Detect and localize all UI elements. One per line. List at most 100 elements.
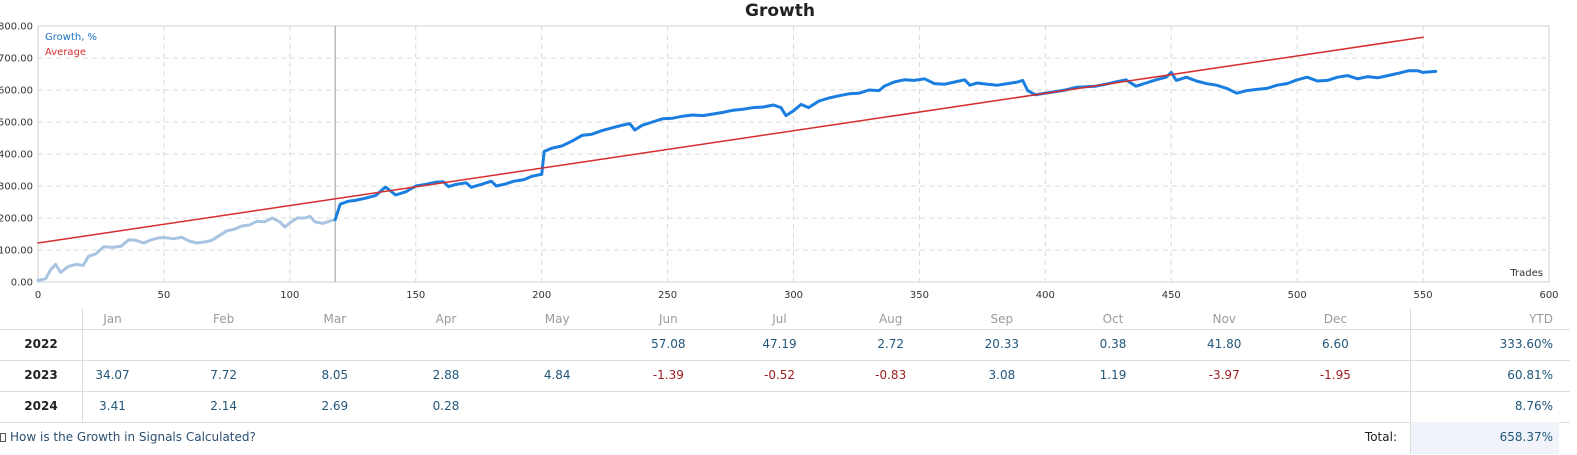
- month-value: [396, 329, 496, 359]
- month-value: 6.60: [1322, 337, 1349, 351]
- table-row: 2023 34.07 7.72 8.05 2.88 4.84 -1.39 -0.52 -0.83…: [0, 360, 1570, 390]
- chart-legend: Growth, % Average: [45, 32, 97, 58]
- month-header: Aug: [878, 312, 903, 326]
- month-header: Feb: [213, 312, 235, 326]
- month-value: [285, 329, 385, 359]
- month-value: 7.72: [210, 368, 238, 382]
- growth-calculation-link[interactable]: How is the Growth in Signals Calculated?: [0, 429, 256, 445]
- month-value: 3.41: [99, 399, 126, 413]
- ytd-header: YTD: [1529, 312, 1553, 326]
- table-divider: [1410, 308, 1411, 454]
- month-value: [507, 329, 607, 359]
- table-row: 2024 3.41 2.14 2.69 0.28 8.76%: [0, 391, 1570, 421]
- total-value: 658.37%: [1411, 422, 1559, 454]
- x-tick-label: 500: [1288, 290, 1307, 301]
- month-value: 57.08: [651, 337, 686, 351]
- month-value: 2.88: [432, 368, 460, 382]
- y-tick-label: 400.00: [0, 150, 33, 161]
- chart-grid: [37, 25, 1550, 283]
- month-value: [618, 391, 718, 421]
- month-value: 2.14: [210, 399, 238, 413]
- table-divider: [0, 360, 1570, 361]
- x-tick-label: 350: [910, 290, 929, 301]
- month-header: Jun: [658, 312, 678, 326]
- year-label: 2024: [24, 399, 58, 413]
- y-tick-label: 200.00: [0, 214, 33, 225]
- month-value: [63, 329, 163, 359]
- month-value: [841, 391, 941, 421]
- month-value: [730, 391, 830, 421]
- growth-chart: Growth 0.00 100.00 200.00 300.00 400.00 500.0…: [0, 1, 1559, 302]
- month-value: 47.19: [762, 337, 797, 351]
- year-label: 2023: [24, 368, 58, 382]
- document-icon: [0, 433, 6, 442]
- month-value: [1174, 391, 1274, 421]
- y-tick-label: 600.00: [0, 86, 33, 97]
- growth-series-after: [333, 69, 1438, 222]
- y-tick-label: 100.00: [0, 246, 33, 257]
- month-value: [952, 391, 1052, 421]
- month-value: 0.38: [1099, 337, 1127, 351]
- y-tick-label: 300.00: [0, 182, 33, 193]
- month-header: Jan: [103, 312, 122, 326]
- ytd-value: 8.76%: [1514, 399, 1553, 413]
- growth-series-before: [36, 214, 337, 282]
- month-header: May: [544, 312, 570, 326]
- x-tick-label: 600: [1539, 290, 1558, 301]
- x-tick-label: 200: [532, 290, 551, 301]
- month-header: Oct: [1102, 312, 1124, 326]
- month-value: [174, 329, 274, 359]
- month-value: 34.07: [95, 368, 130, 382]
- month-header: Sep: [990, 312, 1014, 326]
- month-value: 41.80: [1207, 337, 1242, 351]
- chart-title: Growth: [745, 1, 815, 21]
- month-value: -3.97: [1208, 368, 1240, 382]
- x-axis-name: Trades: [1509, 268, 1543, 279]
- ytd-value: 60.81%: [1507, 368, 1553, 382]
- table-header-row: Jan Feb Mar Apr May Jun Jul Aug Sep Oct Nov Dec YTD: [0, 308, 1570, 330]
- month-header: Mar: [323, 312, 347, 326]
- x-tick-label: 550: [1414, 290, 1433, 301]
- table-divider: [82, 308, 83, 422]
- growth-calculation-link-text[interactable]: How is the Growth in Signals Calculated?: [10, 430, 256, 444]
- month-value: -1.39: [652, 368, 684, 382]
- x-tick-label: 400: [1036, 290, 1055, 301]
- total-label: Total:: [1364, 430, 1397, 444]
- average-series: [37, 36, 1424, 244]
- ytd-value: 333.60%: [1499, 337, 1553, 351]
- month-value: 8.05: [321, 368, 349, 382]
- y-tick-label: 800.00: [0, 22, 33, 33]
- month-value: -0.83: [875, 368, 907, 382]
- chart-axes: 0.00 100.00 200.00 300.00 400.00 500.00 600.00…: [0, 22, 1559, 302]
- month-value: 3.08: [988, 368, 1016, 382]
- y-tick-label: 0.00: [11, 278, 33, 289]
- x-tick-label: 150: [406, 290, 425, 301]
- month-value: -1.95: [1319, 368, 1351, 382]
- month-value: 4.84: [543, 368, 571, 382]
- month-header: Jul: [772, 312, 787, 326]
- month-value: [1285, 391, 1385, 421]
- x-tick-label: 50: [158, 290, 171, 301]
- x-tick-label: 250: [658, 290, 677, 301]
- legend-growth: Growth, %: [45, 32, 97, 43]
- legend-average: Average: [45, 47, 86, 58]
- x-tick-label: 0: [35, 290, 41, 301]
- month-value: 2.69: [321, 399, 349, 413]
- month-header: Dec: [1323, 312, 1347, 326]
- table-divider: [0, 391, 1570, 392]
- table-divider: [0, 422, 1570, 423]
- month-value: -0.52: [763, 368, 796, 382]
- month-value: 1.19: [1099, 368, 1127, 382]
- table-divider: [0, 329, 1570, 330]
- month-value: 20.33: [984, 337, 1020, 351]
- chart-series: [36, 36, 1438, 282]
- month-value: [507, 391, 607, 421]
- x-tick-label: 450: [1162, 290, 1181, 301]
- x-tick-label: 300: [784, 290, 803, 301]
- y-tick-label: 700.00: [0, 54, 33, 65]
- month-value: 2.72: [877, 337, 905, 351]
- table-row: 2022 57.08 47.19 2.72 20.33 0.38 41.80 6.60 333.…: [0, 329, 1570, 359]
- month-header: Apr: [435, 312, 457, 326]
- year-label: 2022: [24, 337, 58, 351]
- month-value: [1063, 391, 1163, 421]
